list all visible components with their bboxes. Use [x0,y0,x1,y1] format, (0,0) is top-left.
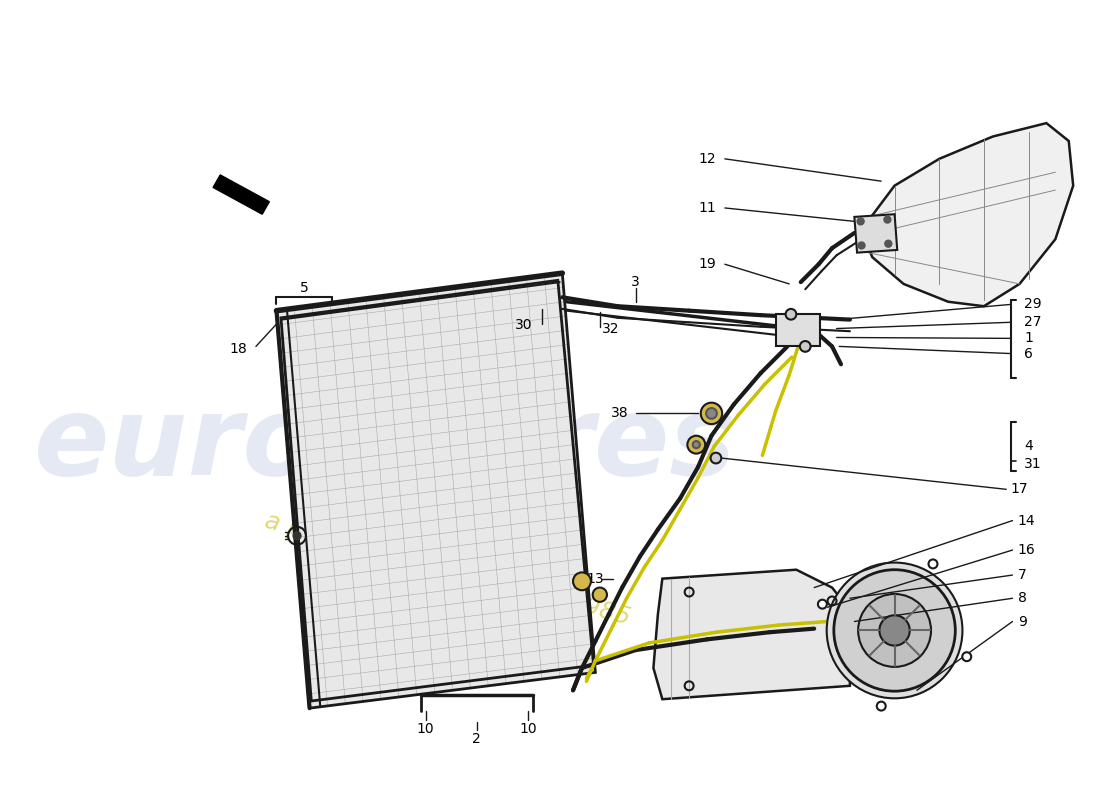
Text: 3: 3 [631,275,640,289]
Circle shape [693,441,700,448]
Circle shape [879,615,910,646]
Text: 7: 7 [1018,568,1026,582]
Text: 8: 8 [1018,591,1026,606]
Circle shape [858,594,931,667]
Circle shape [818,600,827,609]
Text: 6: 6 [1024,346,1033,361]
Circle shape [858,242,865,249]
Circle shape [877,702,886,710]
Circle shape [785,309,796,320]
Text: 2: 2 [472,733,481,746]
Polygon shape [653,570,850,699]
Text: eurospares: eurospares [34,391,737,498]
Circle shape [573,572,591,590]
Text: 27: 27 [1024,315,1042,330]
Text: 10: 10 [519,722,537,736]
Text: 32: 32 [602,322,619,335]
Polygon shape [864,123,1074,306]
Text: 1: 1 [1024,331,1033,346]
Bar [776,314,821,346]
Text: 38: 38 [610,406,628,420]
Circle shape [884,217,891,222]
Text: 13: 13 [586,572,604,586]
Circle shape [593,587,607,602]
Circle shape [928,559,937,568]
Circle shape [827,562,962,698]
Circle shape [688,436,705,454]
Circle shape [706,408,717,418]
Text: 31: 31 [1024,458,1042,471]
Text: 29: 29 [1024,298,1042,311]
Text: 17: 17 [1011,482,1028,496]
Text: 4: 4 [1024,439,1033,454]
Text: 5: 5 [300,282,308,295]
Polygon shape [276,273,595,708]
Text: a passion for parts since 1985: a passion for parts since 1985 [263,510,634,630]
Circle shape [701,402,723,424]
Circle shape [962,652,971,661]
Text: 14: 14 [1018,514,1035,527]
Polygon shape [213,175,270,214]
Text: 9: 9 [1018,614,1026,629]
Text: 30: 30 [515,318,532,332]
Text: 19: 19 [698,258,716,271]
Text: 18: 18 [229,342,248,356]
Circle shape [886,241,891,247]
Circle shape [294,532,300,539]
Circle shape [800,341,811,352]
Circle shape [711,453,722,463]
Text: 16: 16 [1018,543,1035,557]
Polygon shape [855,214,898,253]
Text: 11: 11 [698,201,716,215]
Text: 12: 12 [698,152,716,166]
Circle shape [858,218,864,225]
Circle shape [834,570,955,691]
Text: 10: 10 [417,722,434,736]
